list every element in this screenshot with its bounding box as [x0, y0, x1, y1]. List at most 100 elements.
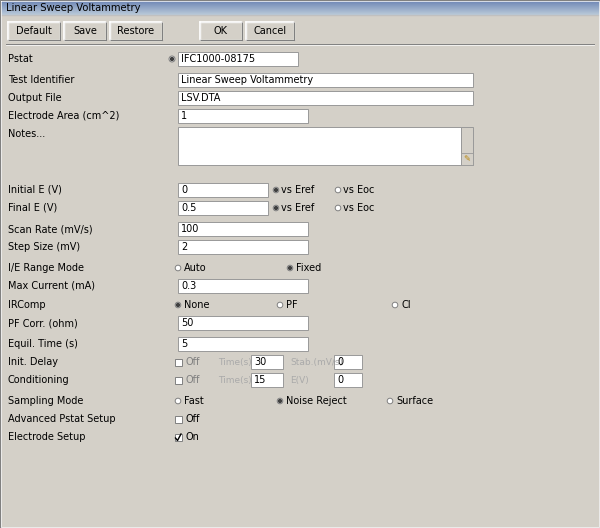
- Circle shape: [170, 58, 173, 61]
- Text: Initial E (V): Initial E (V): [8, 185, 62, 195]
- Text: vs Eoc: vs Eoc: [343, 203, 374, 213]
- FancyBboxPatch shape: [178, 73, 473, 87]
- Text: Electrode Area (cm^2): Electrode Area (cm^2): [8, 111, 119, 121]
- Text: 0.5: 0.5: [181, 203, 196, 213]
- Circle shape: [387, 398, 393, 404]
- FancyBboxPatch shape: [0, 9, 600, 10]
- FancyBboxPatch shape: [0, 5, 600, 6]
- Text: Cancel: Cancel: [253, 26, 287, 36]
- Circle shape: [169, 56, 175, 62]
- FancyBboxPatch shape: [0, 11, 600, 12]
- FancyBboxPatch shape: [200, 22, 242, 40]
- Text: 0: 0: [337, 375, 343, 385]
- Text: PF: PF: [286, 300, 298, 310]
- Text: PF Corr. (ohm): PF Corr. (ohm): [8, 318, 78, 328]
- Text: Off: Off: [186, 414, 200, 424]
- Text: 30: 30: [254, 357, 266, 367]
- Text: Electrode Setup: Electrode Setup: [8, 432, 86, 442]
- FancyBboxPatch shape: [0, 13, 600, 14]
- Text: None: None: [184, 300, 209, 310]
- Circle shape: [278, 400, 281, 402]
- Text: Test Identifier: Test Identifier: [8, 75, 74, 85]
- Text: Off: Off: [186, 375, 200, 385]
- Text: On: On: [186, 432, 200, 442]
- Text: 0: 0: [181, 185, 187, 195]
- FancyBboxPatch shape: [175, 376, 182, 383]
- FancyBboxPatch shape: [0, 7, 600, 8]
- Text: Init. Delay: Init. Delay: [8, 357, 58, 367]
- Circle shape: [335, 205, 341, 211]
- FancyBboxPatch shape: [0, 3, 600, 4]
- Text: Advanced Pstat Setup: Advanced Pstat Setup: [8, 414, 116, 424]
- Circle shape: [176, 304, 179, 306]
- FancyBboxPatch shape: [175, 416, 182, 422]
- Circle shape: [392, 302, 398, 308]
- FancyBboxPatch shape: [0, 10, 600, 11]
- Text: Max Current (mA): Max Current (mA): [8, 281, 95, 291]
- Circle shape: [273, 187, 279, 193]
- Circle shape: [275, 188, 277, 192]
- Text: 5: 5: [181, 339, 187, 349]
- Text: Auto: Auto: [184, 263, 206, 273]
- FancyBboxPatch shape: [178, 127, 461, 165]
- Text: Conditioning: Conditioning: [8, 375, 70, 385]
- FancyBboxPatch shape: [0, 1, 600, 2]
- FancyBboxPatch shape: [0, 0, 600, 1]
- FancyBboxPatch shape: [461, 127, 473, 165]
- Text: IRComp: IRComp: [8, 300, 46, 310]
- FancyBboxPatch shape: [175, 359, 182, 365]
- FancyBboxPatch shape: [175, 433, 182, 440]
- Circle shape: [277, 302, 283, 308]
- Text: 2: 2: [181, 242, 187, 252]
- Text: Fast: Fast: [184, 396, 204, 406]
- Circle shape: [335, 187, 341, 193]
- Text: Restore: Restore: [118, 26, 155, 36]
- Text: Stab.(mV/s): Stab.(mV/s): [290, 357, 343, 366]
- FancyBboxPatch shape: [0, 2, 600, 3]
- FancyBboxPatch shape: [178, 337, 308, 351]
- Text: Time(s): Time(s): [218, 375, 252, 384]
- FancyBboxPatch shape: [178, 279, 308, 293]
- FancyBboxPatch shape: [246, 22, 294, 40]
- Text: Sampling Mode: Sampling Mode: [8, 396, 83, 406]
- Circle shape: [277, 398, 283, 404]
- Text: vs Eoc: vs Eoc: [343, 185, 374, 195]
- Text: Surface: Surface: [396, 396, 433, 406]
- Text: Save: Save: [73, 26, 97, 36]
- FancyBboxPatch shape: [251, 355, 283, 369]
- FancyBboxPatch shape: [461, 153, 473, 165]
- FancyBboxPatch shape: [178, 183, 268, 197]
- Text: vs Eref: vs Eref: [281, 185, 314, 195]
- Text: Linear Sweep Voltammetry: Linear Sweep Voltammetry: [6, 3, 140, 13]
- FancyBboxPatch shape: [178, 52, 298, 66]
- Text: Notes...: Notes...: [8, 129, 45, 139]
- FancyBboxPatch shape: [0, 4, 600, 5]
- Text: 0.3: 0.3: [181, 281, 196, 291]
- FancyBboxPatch shape: [178, 109, 308, 123]
- Circle shape: [175, 398, 181, 404]
- FancyBboxPatch shape: [178, 240, 308, 254]
- Text: Default: Default: [16, 26, 52, 36]
- FancyBboxPatch shape: [178, 222, 308, 236]
- FancyBboxPatch shape: [0, 8, 600, 9]
- Text: Pstat: Pstat: [8, 54, 33, 64]
- Circle shape: [275, 206, 277, 210]
- Text: Final E (V): Final E (V): [8, 203, 57, 213]
- Text: OK: OK: [214, 26, 228, 36]
- Text: CI: CI: [401, 300, 410, 310]
- Text: ✎: ✎: [464, 155, 470, 164]
- FancyBboxPatch shape: [178, 91, 473, 105]
- FancyBboxPatch shape: [178, 316, 308, 330]
- Text: Scan Rate (mV/s): Scan Rate (mV/s): [8, 224, 92, 234]
- FancyBboxPatch shape: [334, 373, 362, 387]
- Text: E(V): E(V): [290, 375, 309, 384]
- Text: Fixed: Fixed: [296, 263, 321, 273]
- Text: Noise Reject: Noise Reject: [286, 396, 347, 406]
- FancyBboxPatch shape: [64, 22, 106, 40]
- Circle shape: [287, 265, 293, 271]
- FancyBboxPatch shape: [0, 14, 600, 15]
- Circle shape: [175, 302, 181, 308]
- FancyBboxPatch shape: [251, 373, 283, 387]
- Text: 1: 1: [181, 111, 187, 121]
- Circle shape: [289, 267, 292, 269]
